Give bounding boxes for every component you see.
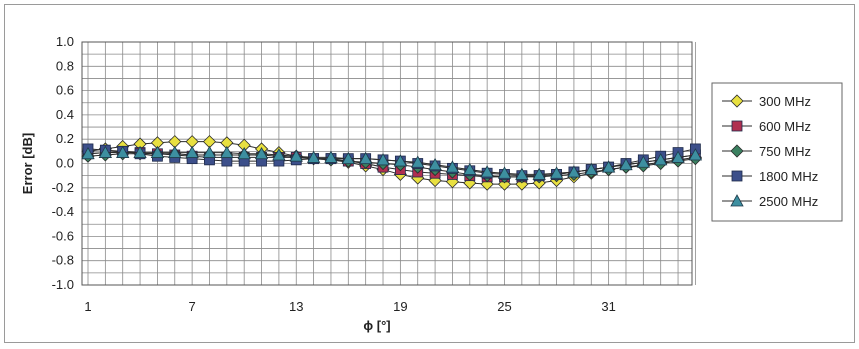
y-tick-label: 1.0 xyxy=(56,34,74,49)
legend-label: 750 MHz xyxy=(759,144,811,159)
legend-marker xyxy=(731,170,743,182)
y-tick-label: -0.4 xyxy=(52,204,74,219)
series-layer xyxy=(81,135,703,191)
x-tick-labels: 1 7 13 19 25 31 xyxy=(84,299,615,314)
legend-marker xyxy=(731,120,743,132)
x-tick-label: 25 xyxy=(497,299,511,314)
data-point xyxy=(150,145,165,158)
data-point xyxy=(601,160,616,173)
legend-label: 2500 MHz xyxy=(759,194,818,209)
legend: 300 MHz 600 MHz 750 MHz 1800 MHz 2500 MHz xyxy=(711,82,843,222)
x-tick-label: 31 xyxy=(601,299,615,314)
data-point xyxy=(654,153,668,166)
data-point xyxy=(688,148,703,161)
x-axis-label: ϕ [°] xyxy=(363,318,390,333)
data-point xyxy=(254,146,269,160)
series-4 xyxy=(81,145,703,180)
y-tick-label: -0.2 xyxy=(52,180,74,195)
y-tick-label: 0.6 xyxy=(56,83,74,98)
x-tick-label: 1 xyxy=(84,299,91,314)
legend-label: 600 MHz xyxy=(759,119,811,134)
x-tick-label: 7 xyxy=(189,299,196,314)
data-point xyxy=(480,165,494,178)
data-point xyxy=(358,151,373,165)
x-tick-label: 19 xyxy=(393,299,407,314)
data-point xyxy=(515,167,529,180)
data-point xyxy=(168,145,182,158)
data-point xyxy=(393,154,408,167)
data-point xyxy=(237,146,251,160)
data-point xyxy=(376,153,390,166)
plot-area xyxy=(81,41,693,286)
legend-label: 300 MHz xyxy=(759,94,811,109)
data-point xyxy=(411,155,425,168)
data-point xyxy=(289,149,303,162)
data-point xyxy=(116,145,130,158)
data-point xyxy=(220,145,234,158)
data-point xyxy=(549,166,564,179)
data-point xyxy=(463,162,477,175)
y-tick-label: -0.6 xyxy=(52,228,74,243)
data-point xyxy=(445,160,460,173)
data-point xyxy=(619,157,633,171)
data-point xyxy=(133,145,147,158)
data-point xyxy=(636,155,651,168)
data-point xyxy=(671,150,685,163)
data-point xyxy=(532,167,546,180)
data-point xyxy=(341,151,355,165)
x-tick-label: 13 xyxy=(289,299,303,314)
y-tick-label: -0.8 xyxy=(52,253,74,268)
y-tick-label: 0.2 xyxy=(56,131,74,146)
data-point xyxy=(497,166,512,179)
data-point xyxy=(272,148,286,161)
legend-marker xyxy=(730,144,744,158)
y-tick-label: -1.0 xyxy=(52,277,74,292)
legend-marker xyxy=(730,94,744,108)
y-axis-label: Error [dB] xyxy=(20,133,35,194)
y-tick-label: 0.4 xyxy=(56,107,74,122)
data-point xyxy=(98,145,113,158)
data-point xyxy=(324,150,338,163)
data-point xyxy=(185,145,199,158)
data-point xyxy=(584,162,598,175)
data-point xyxy=(81,146,95,160)
y-tick-labels: 1.0 0.8 0.6 0.4 0.2 0.0 -0.2 -0.4 -0.6 -0.8 -1.0 xyxy=(52,34,74,292)
legend-label: 1800 MHz xyxy=(759,169,818,184)
data-point xyxy=(306,150,321,163)
data-point xyxy=(202,145,217,158)
y-tick-label: 0.8 xyxy=(56,58,74,73)
y-tick-label: 0.0 xyxy=(56,156,74,171)
legend-marker xyxy=(730,194,744,207)
data-point xyxy=(567,165,581,178)
data-point xyxy=(428,157,442,171)
